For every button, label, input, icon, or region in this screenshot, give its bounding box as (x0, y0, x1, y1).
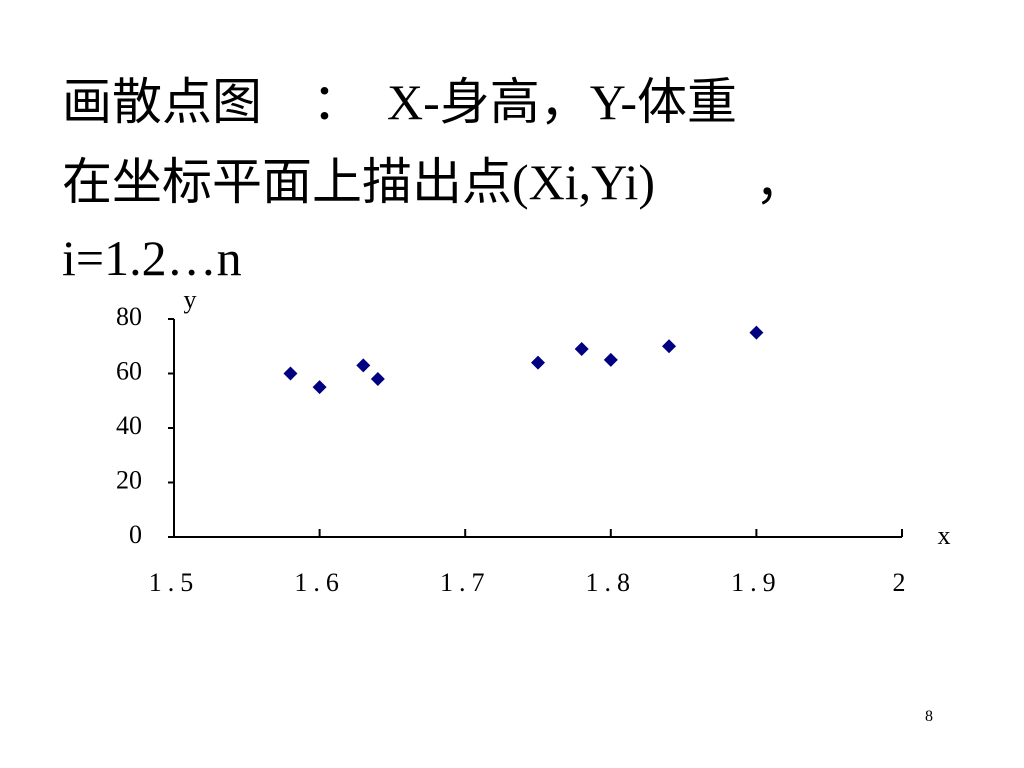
scatter-point (283, 366, 298, 381)
scatter-point (749, 325, 764, 340)
x-tick-label: 1.8 (586, 568, 637, 597)
scatter-point (662, 339, 677, 354)
scatter-point (356, 358, 371, 373)
y-tick-label: 0 (129, 520, 142, 549)
title-line: 在坐标平面上描出点(Xi,Yi) ， (62, 154, 806, 210)
x-tick-label: 1.9 (731, 568, 782, 597)
scatter-point (312, 380, 327, 395)
x-tick-label: 2 (893, 568, 912, 597)
x-tick-label: 1.7 (440, 568, 491, 597)
scatter-point (370, 371, 385, 386)
scatter-point (603, 352, 618, 367)
page-number: 8 (925, 708, 933, 725)
title-line: 画散点图 ： X-身高，Y-体重 (62, 74, 737, 130)
scatter-point (574, 341, 589, 356)
y-tick-label: 20 (116, 465, 142, 494)
title-line: i=1.2…n (62, 230, 242, 286)
x-axis-label: x (938, 521, 951, 550)
y-tick-label: 60 (116, 356, 142, 385)
scatter-point (531, 355, 545, 370)
x-tick-label: 1.5 (149, 568, 200, 597)
y-tick-label: 40 (116, 411, 142, 440)
y-axis-label: y (184, 285, 197, 314)
x-tick-label: 1.6 (294, 568, 345, 597)
y-tick-label: 80 (116, 302, 142, 331)
